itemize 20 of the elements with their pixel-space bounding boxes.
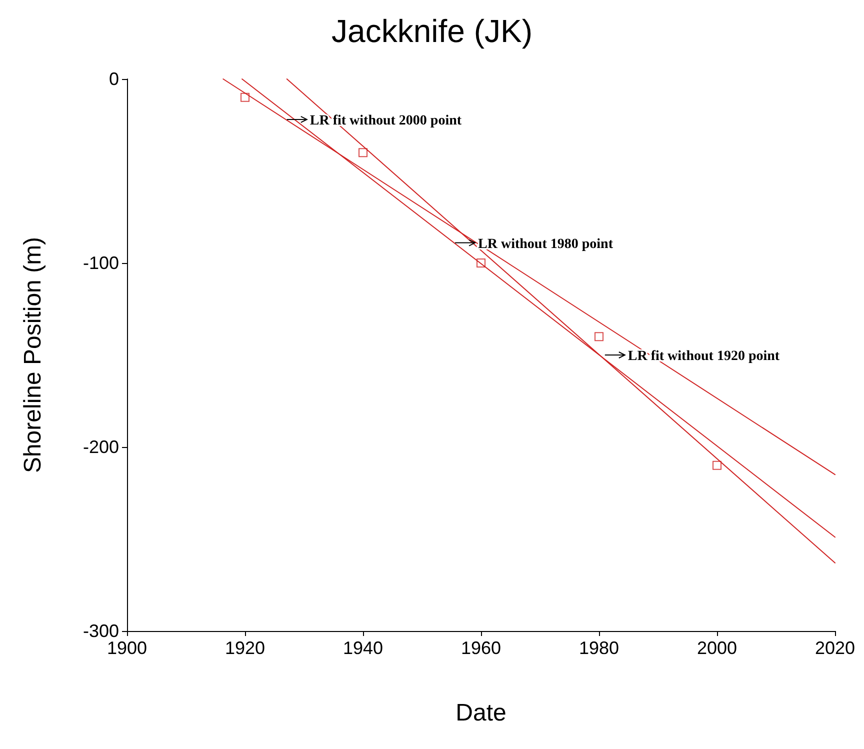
x-tick-label: 1980 [578,638,620,658]
annotation: LR without 1980 point [478,236,614,252]
chart-title: Jackknife (JK) [332,13,532,49]
y-axis-title: Shoreline Position (m) [20,236,46,474]
y-tick-label: -100 [82,253,119,273]
y-tick-label: 0 [108,69,119,89]
x-axis-title: Date [456,700,506,726]
point [712,460,722,470]
x-tick-label: 1920 [224,638,266,658]
point [594,332,604,342]
x-tick-label: 1940 [342,638,384,658]
point [240,92,250,102]
x-tick-label: 1900 [106,638,148,658]
annotation: LR fit without 2000 point [310,113,462,128]
y-tick-label: -200 [82,437,119,457]
point [358,148,368,158]
x-tick-label: 1960 [460,638,502,658]
y-tick-label: -300 [82,621,119,641]
x-tick-label: 2020 [814,638,856,658]
x-tick-label: 2000 [696,638,738,658]
